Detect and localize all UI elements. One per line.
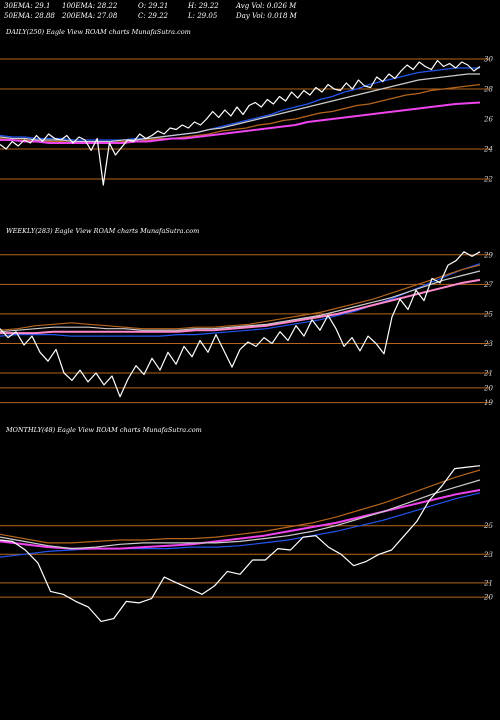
weekly-ema-line (0, 270, 481, 333)
weekly-y-tick-label: 19 (484, 399, 493, 407)
header-ema100: 100EMA: 28.22 (62, 2, 118, 10)
monthly-y-tick-label: 23 (483, 551, 493, 559)
header-ema200: 200EMA: 27.08 (62, 12, 118, 20)
weekly-y-tick-label: 25 (483, 310, 493, 318)
monthly-chart-title: MONTHLY(48) Eagle View ROAM charts Munaf… (6, 426, 202, 434)
header-close: C: 29.22 (138, 12, 168, 20)
header-ema30: 30EMA: 29.1 (4, 2, 51, 10)
weekly-ema-line (0, 263, 481, 337)
monthly-ema-line (0, 479, 481, 550)
daily-y-tick-label: 30 (484, 56, 493, 64)
daily-ema-line (0, 83, 481, 144)
weekly-ema-line (0, 264, 481, 331)
monthly-ema-line (0, 469, 481, 544)
daily-y-tick-label: 28 (483, 86, 493, 94)
daily-ema-line (0, 67, 480, 141)
monthly-y-tick-label: 25 (483, 522, 493, 530)
monthly-y-tick-label: 20 (483, 594, 493, 602)
header-avg-vol: Avg Vol: 0.026 M (236, 2, 297, 10)
header-open: O: 29.21 (138, 2, 169, 10)
monthly-ema-line (0, 489, 481, 550)
weekly-ema-line (0, 278, 481, 335)
header-ema50: 50EMA: 28.88 (4, 12, 55, 20)
weekly-chart: 29 27 25 23 21 20 19 (0, 251, 493, 407)
weekly-price-line (0, 251, 481, 398)
daily-ema-line (0, 101, 481, 144)
daily-y-tick-label: 22 (483, 176, 493, 184)
monthly-chart: 25 23 21 20 (0, 465, 493, 622)
header-low: L: 29.05 (188, 12, 218, 20)
header-day-vol: Day Vol: 0.018 M (236, 12, 297, 20)
weekly-y-tick-label: 23 (483, 340, 493, 348)
daily-chart-title: DAILY(250) Eagle View ROAM charts Munafa… (6, 28, 191, 36)
daily-chart: 30 28 26 24 22 (0, 56, 493, 186)
daily-ema-line (0, 73, 480, 143)
header-high: H: 29.22 (188, 2, 219, 10)
daily-y-tick-label: 24 (483, 146, 493, 154)
weekly-y-tick-label: 27 (483, 281, 493, 289)
monthly-price-line (0, 465, 481, 622)
daily-y-tick-label: 26 (483, 116, 493, 124)
daily-price-line (0, 59, 481, 186)
weekly-y-tick-label: 20 (483, 384, 493, 392)
monthly-y-tick-label: 21 (483, 579, 493, 587)
weekly-chart-title: WEEKLY(283) Eagle View ROAM charts Munaf… (6, 227, 200, 235)
weekly-y-tick-label: 21 (483, 370, 493, 378)
weekly-y-tick-label: 29 (483, 251, 493, 259)
